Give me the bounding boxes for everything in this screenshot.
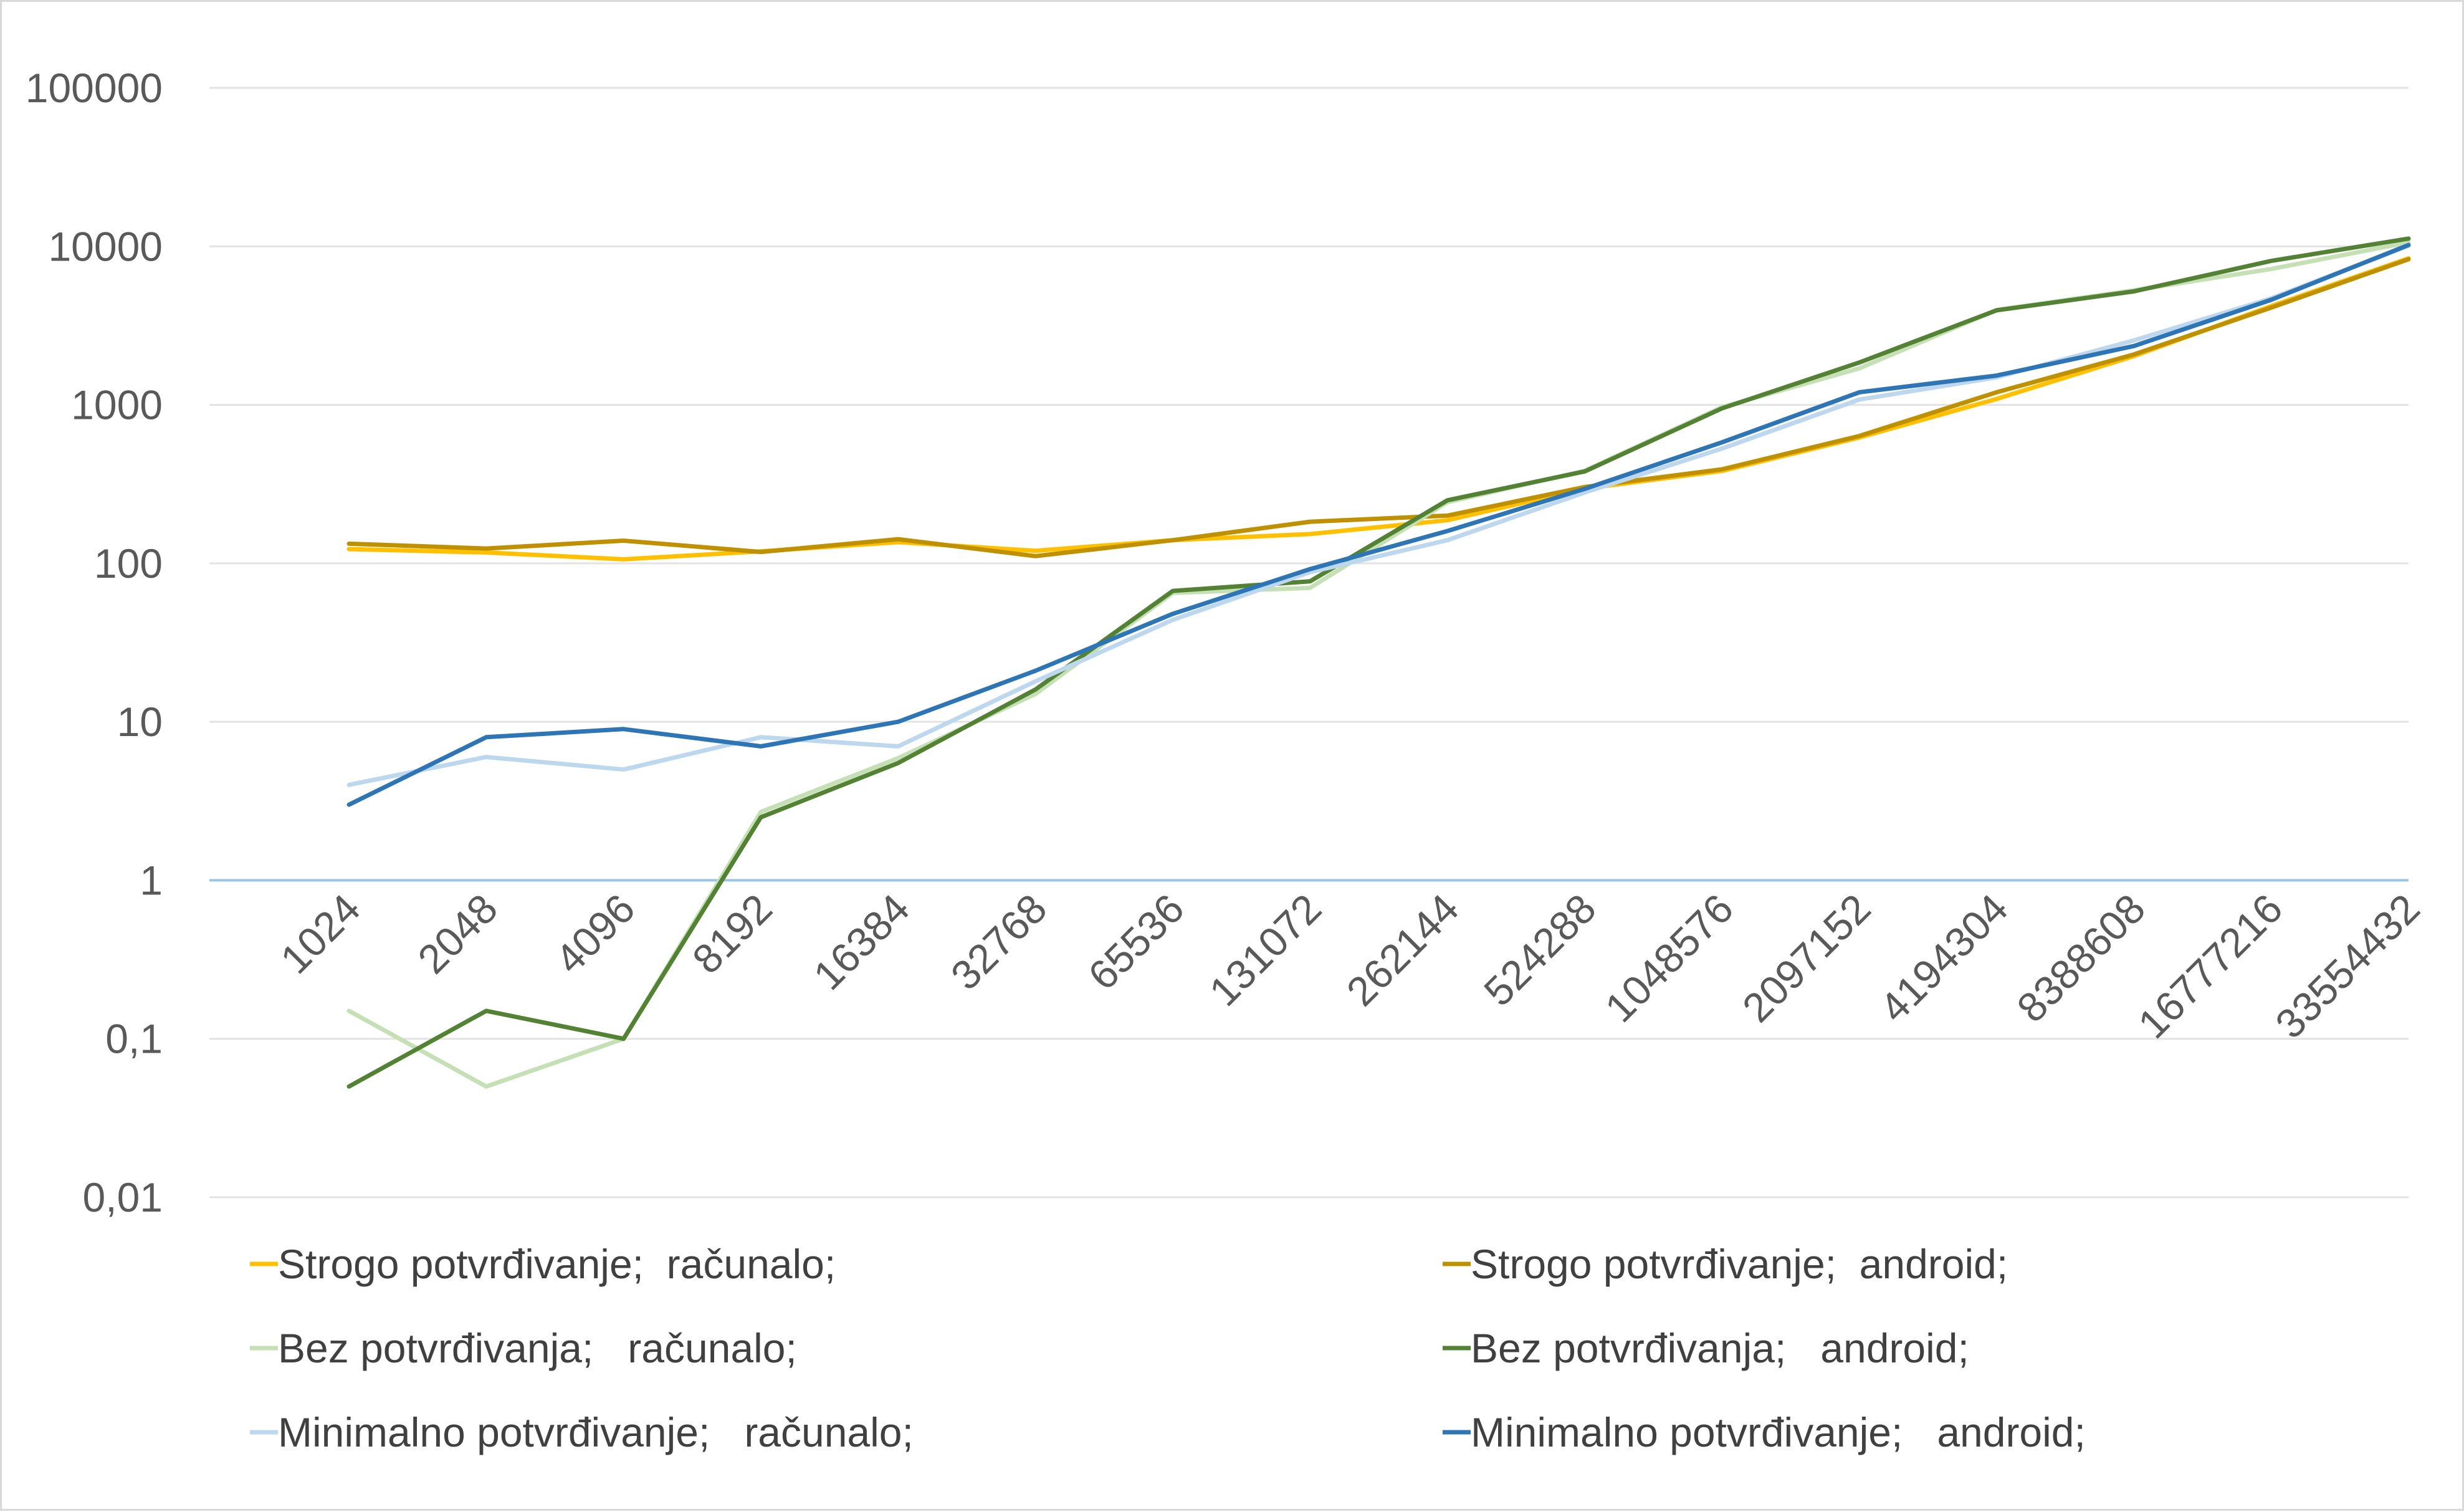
legend-label: Minimalno potvrđivanje; android; <box>1471 1409 2086 1455</box>
y-tick-label: 100000 <box>26 65 163 111</box>
x-tick-label: 65536 <box>1079 885 1193 998</box>
x-tick-label: 8192 <box>684 885 781 982</box>
y-tick-label: 100 <box>94 540 163 586</box>
legend-label: Minimalno potvrđivanje; računalo; <box>278 1409 914 1455</box>
x-tick-label: 16384 <box>805 885 918 998</box>
series-lines <box>346 236 2411 1089</box>
series-line-4 <box>346 236 2411 1089</box>
x-tick-label: 1024 <box>272 885 369 982</box>
x-tick-label: 2048 <box>409 885 506 982</box>
x-tick-label: 33554432 <box>2266 885 2428 1047</box>
x-tick-label: 4194304 <box>1871 885 2017 1031</box>
series-line-6 <box>346 242 2411 807</box>
y-tick-label: 10000 <box>48 223 163 269</box>
y-tick-label: 0,01 <box>83 1174 163 1220</box>
x-tick-label: 524288 <box>1475 885 1605 1015</box>
x-tick-label: 2097152 <box>1734 885 1879 1031</box>
x-tick-label: 131072 <box>1200 885 1330 1015</box>
gridlines <box>209 87 2409 1199</box>
y-axis-ticks: 100000 10000 1000 100 10 1 0,1 0,01 <box>26 65 163 1220</box>
x-tick-label: 4096 <box>546 885 643 982</box>
y-tick-label: 10 <box>117 699 163 745</box>
series-line-2 <box>346 257 2411 558</box>
series-line-5 <box>346 243 2411 787</box>
series-line-1 <box>346 256 2411 562</box>
legend-label: Strogo potvrđivanje; računalo; <box>278 1241 836 1287</box>
y-tick-label: 0,1 <box>105 1016 163 1062</box>
x-tick-label: 8388608 <box>2008 885 2154 1031</box>
legend-label: Strogo potvrđivanje; android; <box>1471 1241 2008 1287</box>
legend-label: Bez potvrđivanja; računalo; <box>278 1325 797 1371</box>
x-tick-label: 16777216 <box>2129 885 2291 1047</box>
x-axis-ticks: 1024 2048 4096 8192 16384 32768 65536 131072 262… <box>272 885 2428 1047</box>
legend: Strogo potvrđivanje; računalo; Strogo pot… <box>250 1241 2086 1455</box>
y-tick-label: 1 <box>140 857 163 903</box>
x-tick-label: 262144 <box>1338 885 1468 1015</box>
x-tick-label: 1048576 <box>1596 885 1742 1031</box>
y-tick-label: 1000 <box>71 382 163 428</box>
legend-label: Bez potvrđivanja; android; <box>1471 1325 1969 1371</box>
x-tick-label: 32768 <box>942 885 1055 998</box>
